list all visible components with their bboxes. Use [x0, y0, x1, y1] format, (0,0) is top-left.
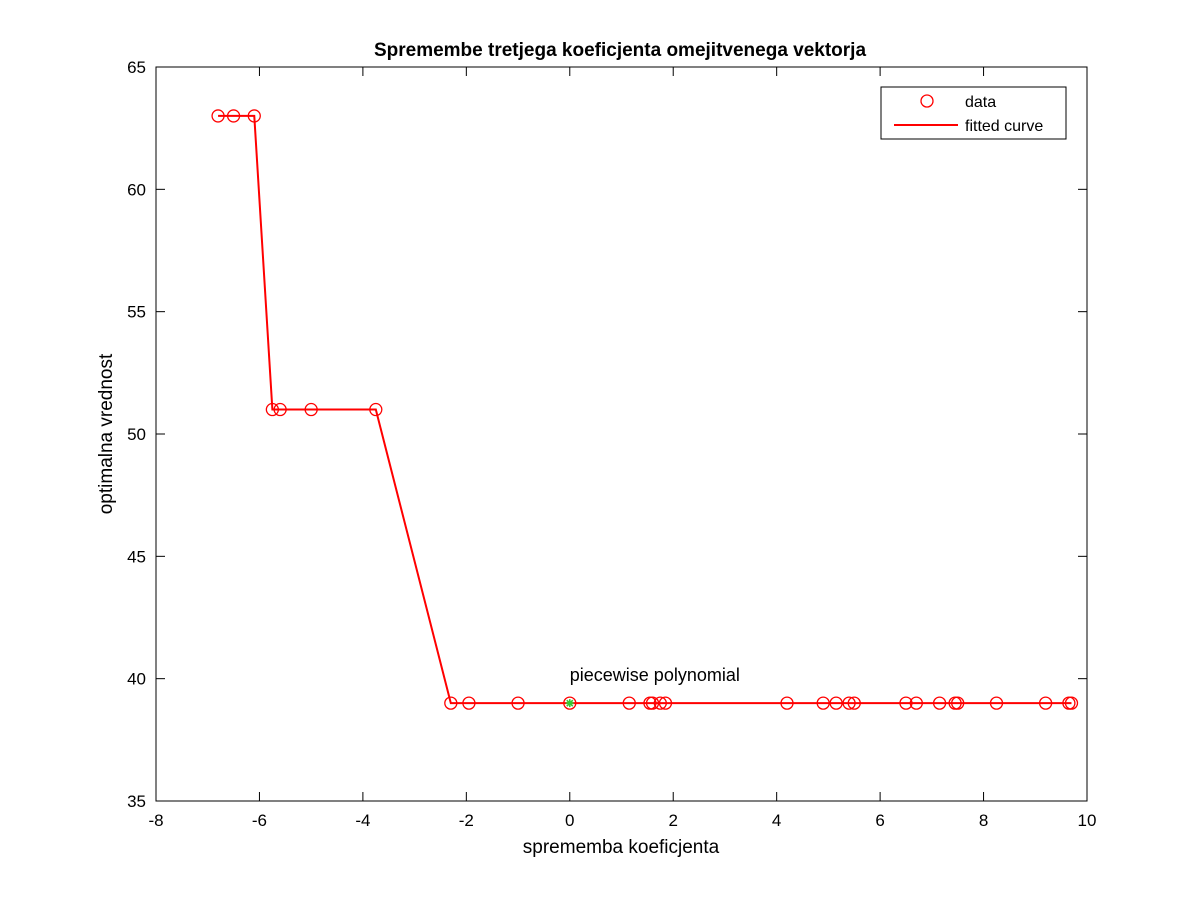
annotation-label: piecewise polynomial: [570, 665, 740, 685]
y-tick-label: 50: [127, 425, 146, 444]
data-point: [899, 696, 913, 710]
current-point-marker: [565, 699, 574, 708]
x-tick-label: 10: [1078, 811, 1097, 830]
data-point: [444, 696, 458, 710]
data-point: [511, 696, 525, 710]
y-tick-label: 40: [127, 670, 146, 689]
data-point: [645, 696, 660, 710]
y-tick-label: 60: [127, 180, 146, 199]
data-point: [780, 696, 794, 710]
y-tick-label: 55: [127, 303, 146, 322]
data-point: [273, 402, 287, 417]
annotation-layer: piecewise polynomial: [570, 665, 740, 685]
data-point: [369, 402, 383, 417]
chart-title: Spremembe tretjega koeficjenta omejitven…: [374, 40, 867, 61]
x-tick-label: -2: [459, 811, 474, 830]
data-point: [304, 402, 318, 417]
data-point: [462, 696, 476, 710]
data-point: [1064, 696, 1079, 710]
y-tick-label: 45: [127, 547, 146, 566]
data-point: [951, 696, 965, 710]
data-point: [816, 696, 830, 710]
data-point: [829, 696, 843, 710]
plot-area: [155, 66, 1088, 802]
x-tick-label: 4: [772, 811, 781, 830]
data-point: [1038, 696, 1053, 710]
series-layer: [211, 109, 1079, 710]
legend: data fitted curve: [880, 86, 1067, 140]
data-point: [842, 696, 856, 710]
data-point: [989, 696, 1004, 710]
data-point: [247, 109, 261, 123]
data-point: [932, 696, 947, 710]
data-point: [226, 109, 241, 123]
legend-fit-label: fitted curve: [965, 118, 1043, 135]
x-axis-ticks: -8 -6 -4 -2 0 2 4 6 8 10: [148, 67, 1096, 830]
x-tick-label: -6: [252, 811, 267, 830]
data-point: [653, 696, 667, 710]
x-tick-label: 0: [565, 811, 574, 830]
legend-box: [880, 86, 1067, 140]
x-axis-label: sprememba koeficjenta: [523, 837, 720, 858]
data-point: [909, 696, 923, 710]
x-tick-label: 6: [875, 811, 884, 830]
y-axis-ticks: 35 40 45 50 55 60 65: [127, 58, 1087, 811]
data-point: [658, 696, 673, 710]
data-point: [847, 696, 861, 710]
data-point: [265, 402, 280, 417]
data-point: [211, 109, 225, 123]
y-axis-label: optimalna vrednost: [96, 353, 117, 514]
y-tick-label: 65: [127, 58, 146, 77]
legend-data-marker: [920, 94, 934, 108]
data-point: [563, 696, 577, 710]
x-tick-label: -4: [355, 811, 370, 830]
legend-data-label: data: [965, 94, 996, 111]
data-point: [622, 696, 636, 710]
y-tick-label: 35: [127, 792, 146, 811]
x-tick-label: 2: [668, 811, 677, 830]
x-tick-label: -8: [148, 811, 163, 830]
x-tick-label: 8: [979, 811, 988, 830]
